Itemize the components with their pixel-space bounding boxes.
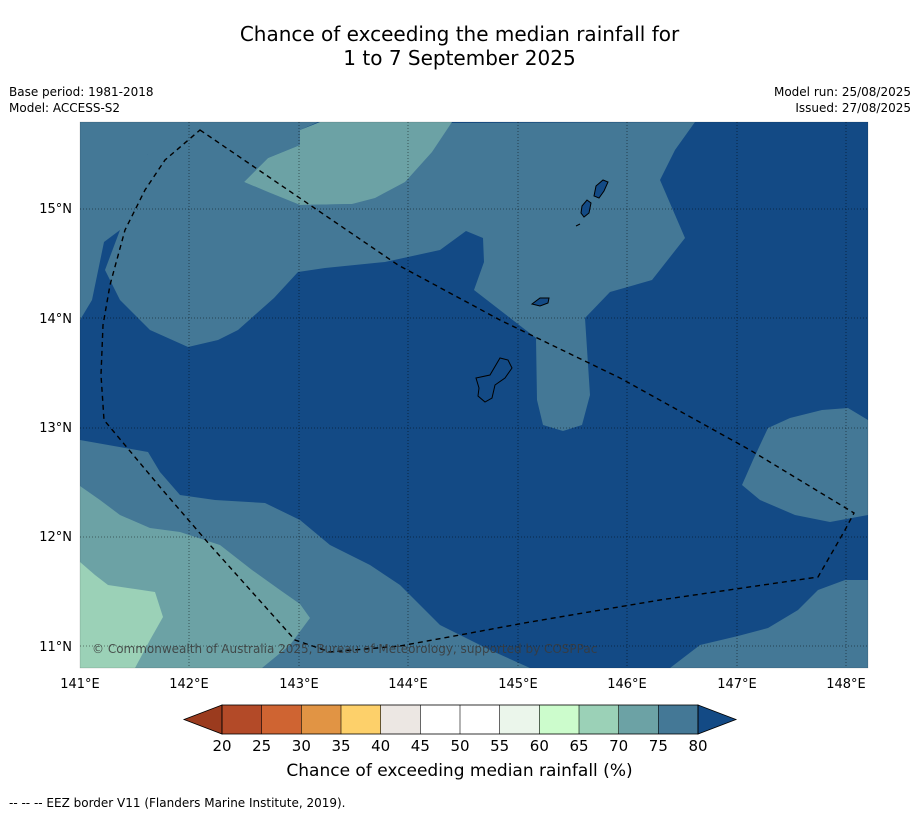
copyright-text: © Commonwealth of Australia 2025, Bureau… — [92, 642, 597, 656]
lat-label-14: 14°N — [39, 312, 72, 327]
colorbar-swatch — [341, 705, 381, 734]
colorbar-swatch — [579, 705, 619, 734]
colorbar-tick-label: 75 — [649, 737, 668, 755]
colorbar-tick-label: 70 — [609, 737, 628, 755]
model-run-text: Model run: 25/08/2025 — [773, 85, 911, 99]
island-guam — [475, 357, 513, 403]
colorbar-over-arrow — [697, 704, 738, 735]
lon-tick-labels: 141°E 142°E 143°E 144°E 145°E 146°E 147°… — [60, 677, 866, 692]
colorbar-tick-label: 25 — [252, 737, 271, 755]
probability-field — [80, 122, 868, 668]
colorbar-swatch — [380, 705, 421, 734]
issued-text: Issued: 27/08/2025 — [795, 101, 911, 115]
lat-label-13: 13°N — [39, 421, 72, 436]
colorbar-tick-label: 65 — [569, 737, 588, 755]
lat-label-12: 12°N — [39, 530, 72, 545]
colorbar: 20 25 30 35 40 45 50 55 60 65 70 75 80 — [182, 704, 738, 755]
colorbar-tick-label: 55 — [490, 737, 509, 755]
meta-left: Base period: 1981-2018 Model: ACCESS-S2 — [9, 84, 154, 116]
graticule — [80, 122, 868, 668]
lon-label-144: 144°E — [388, 677, 428, 692]
colorbar-under-arrow — [182, 704, 223, 735]
colorbar-swatch — [499, 705, 540, 734]
lon-label-143: 143°E — [279, 677, 319, 692]
colorbar-tick-label: 60 — [530, 737, 549, 755]
map-title: Chance of exceeding the median rainfall … — [0, 22, 919, 70]
map-frame — [79, 121, 869, 669]
colorbar-swatch — [301, 705, 341, 734]
lon-label-148: 148°E — [826, 677, 866, 692]
zone-75-80-east — [742, 408, 868, 522]
colorbar-tick-label: 30 — [292, 737, 311, 755]
island-saipan — [593, 179, 609, 199]
colorbar-swatch — [420, 705, 460, 734]
islands — [475, 179, 609, 403]
colorbar-swatch — [658, 705, 698, 734]
title-line-1: Chance of exceeding the median rainfall … — [239, 22, 680, 46]
zone-65-70-southwest — [80, 562, 163, 668]
lat-label-15: 15°N — [39, 202, 72, 217]
colorbar-swatch — [539, 705, 579, 734]
island-rota — [530, 297, 550, 307]
meta-right: Model run: 25/08/2025 Issued: 27/08/2025 — [774, 84, 911, 116]
colorbar-swatch — [222, 705, 262, 734]
colorbar-tick-label: 45 — [411, 737, 430, 755]
lon-label-145: 145°E — [498, 677, 538, 692]
colorbar-tick-label: 40 — [371, 737, 390, 755]
lon-label-142: 142°E — [169, 677, 209, 692]
lon-label-141: 141°E — [60, 677, 100, 692]
lat-label-11: 11°N — [39, 640, 72, 655]
title-line-2: 1 to 7 September 2025 — [343, 46, 576, 70]
colorbar-swatch — [460, 705, 500, 734]
lon-label-147: 147°E — [717, 677, 757, 692]
colorbar-swatch — [618, 705, 659, 734]
colorbar-tick-label: 20 — [212, 737, 231, 755]
colorbar-tick-label: 35 — [331, 737, 350, 755]
model-text: Model: ACCESS-S2 — [9, 101, 121, 115]
island-aguijan — [575, 223, 581, 227]
eez-footnote: -- -- -- EEZ border V11 (Flanders Marine… — [9, 796, 346, 810]
colorbar-swatch — [261, 705, 302, 734]
base-period-text: Base period: 1981-2018 — [9, 85, 154, 99]
colorbar-tick-label: 80 — [688, 737, 707, 755]
colorbar-tick-label: 50 — [450, 737, 469, 755]
lon-label-146: 146°E — [607, 677, 647, 692]
island-tinian — [580, 199, 592, 218]
colorbar-label: Chance of exceeding median rainfall (%) — [286, 761, 633, 781]
lat-tick-labels: 15°N 14°N 13°N 12°N 11°N — [39, 202, 72, 655]
zone-75-80-north — [80, 122, 695, 431]
eez-border — [100, 129, 855, 653]
zone-70-75-north — [244, 122, 452, 205]
